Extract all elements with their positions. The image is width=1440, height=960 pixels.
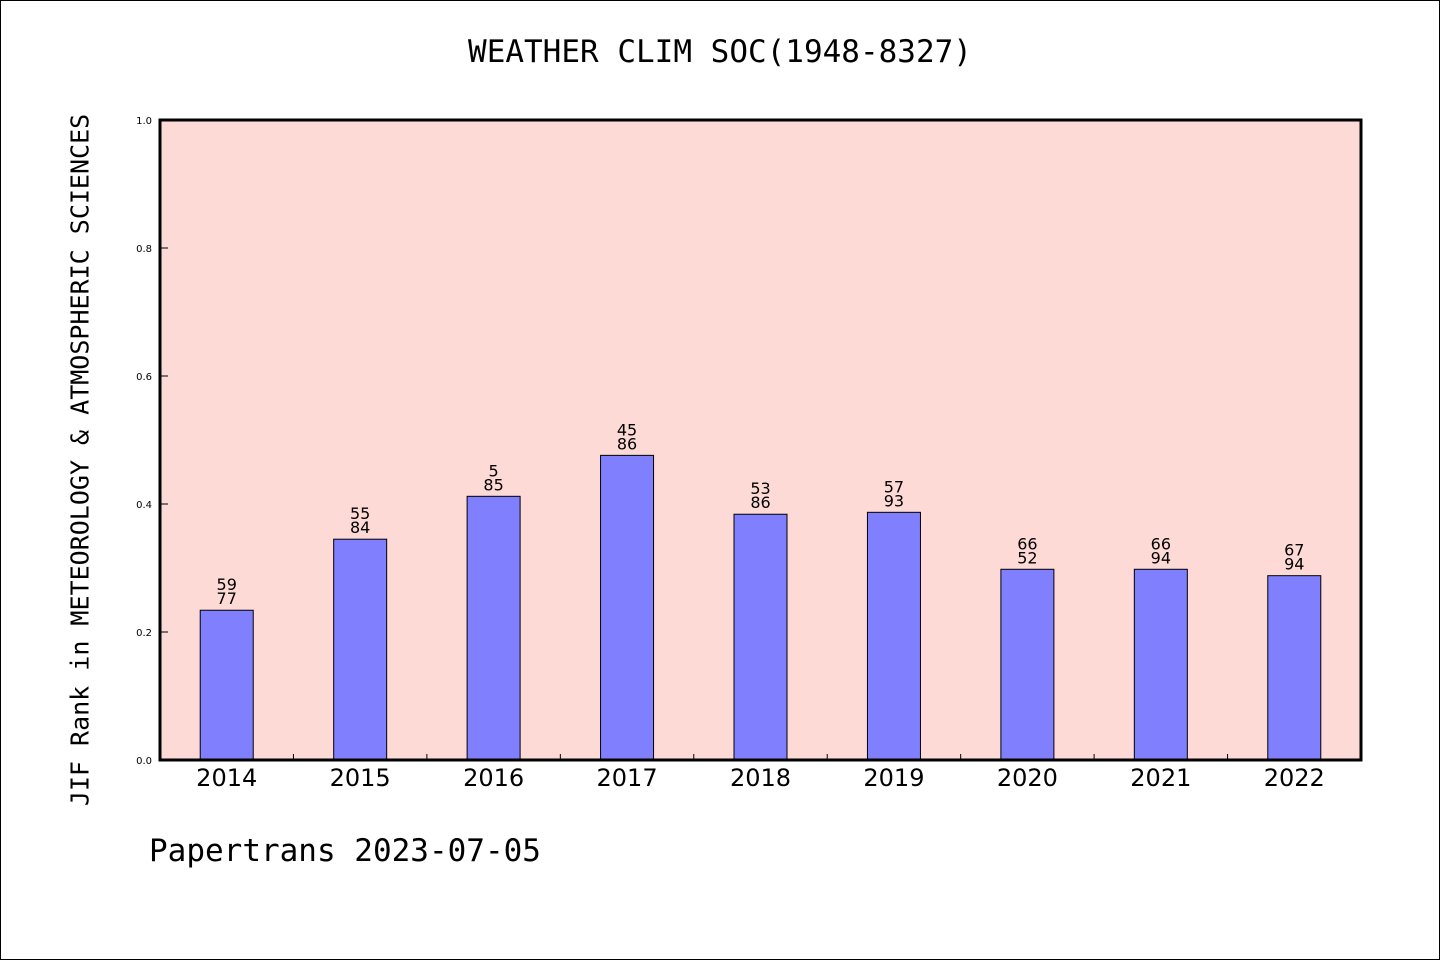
y-tick-label: 0.6 <box>136 372 152 383</box>
bar-label-rank: 67 <box>1284 541 1304 560</box>
bar-label-total: 86 <box>617 434 637 453</box>
bar-label-total: 86 <box>750 493 770 512</box>
bar <box>199 609 254 761</box>
bar-label-total: 85 <box>483 475 503 494</box>
x-tick-label: 2017 <box>597 764 658 792</box>
bar-label-total: 52 <box>1017 548 1037 567</box>
y-tick-label: 0.8 <box>136 244 152 255</box>
bar-label-total: 84 <box>350 518 370 537</box>
x-tick-label: 2022 <box>1264 764 1325 792</box>
plot-border <box>158 118 1363 762</box>
y-tick-label: 0.0 <box>136 756 152 767</box>
x-tick-label: 2021 <box>1130 764 1191 792</box>
bar <box>733 513 788 761</box>
bar <box>1267 575 1322 761</box>
x-tick-label: 2018 <box>730 764 791 792</box>
bar-label-rank: 57 <box>884 477 904 496</box>
bar-label-total: 93 <box>884 491 904 510</box>
bar-label-rank: 66 <box>1017 534 1037 553</box>
chart-title: WEATHER CLIM SOC(1948-8327) <box>468 34 972 70</box>
x-tick-label: 2014 <box>196 764 257 792</box>
x-tick-labels: 2014 2015 2016 2017 2018 2019 2020 2021 2022 <box>196 754 1325 792</box>
y-tick-label: 1.0 <box>136 116 152 127</box>
bar <box>1000 568 1055 761</box>
bar-label-rank: 45 <box>617 420 637 439</box>
bar-label-rank: 55 <box>350 504 370 523</box>
x-tick-label: 2016 <box>463 764 524 792</box>
bar-label-total: 77 <box>217 589 237 608</box>
bar-label-rank: 5 <box>489 461 499 480</box>
x-tick-label: 2015 <box>330 764 391 792</box>
bar-label-total: 94 <box>1151 548 1171 567</box>
bar-label-rank: 59 <box>217 575 237 594</box>
bar <box>466 495 521 761</box>
footer-credit: Papertrans 2023-07-05 <box>149 833 541 869</box>
bar-label-rank: 66 <box>1151 534 1171 553</box>
bar-label-total: 94 <box>1284 555 1304 574</box>
bar <box>866 511 921 761</box>
bars <box>199 454 1322 761</box>
bar <box>1133 568 1188 761</box>
bar <box>333 538 388 761</box>
y-tick-label: 0.2 <box>136 628 152 639</box>
x-tick-label: 2020 <box>997 764 1058 792</box>
bar-label-rank: 53 <box>750 479 770 498</box>
bar <box>600 454 655 761</box>
x-tick-label: 2019 <box>863 764 924 792</box>
y-tick-label: 0.4 <box>136 500 152 511</box>
